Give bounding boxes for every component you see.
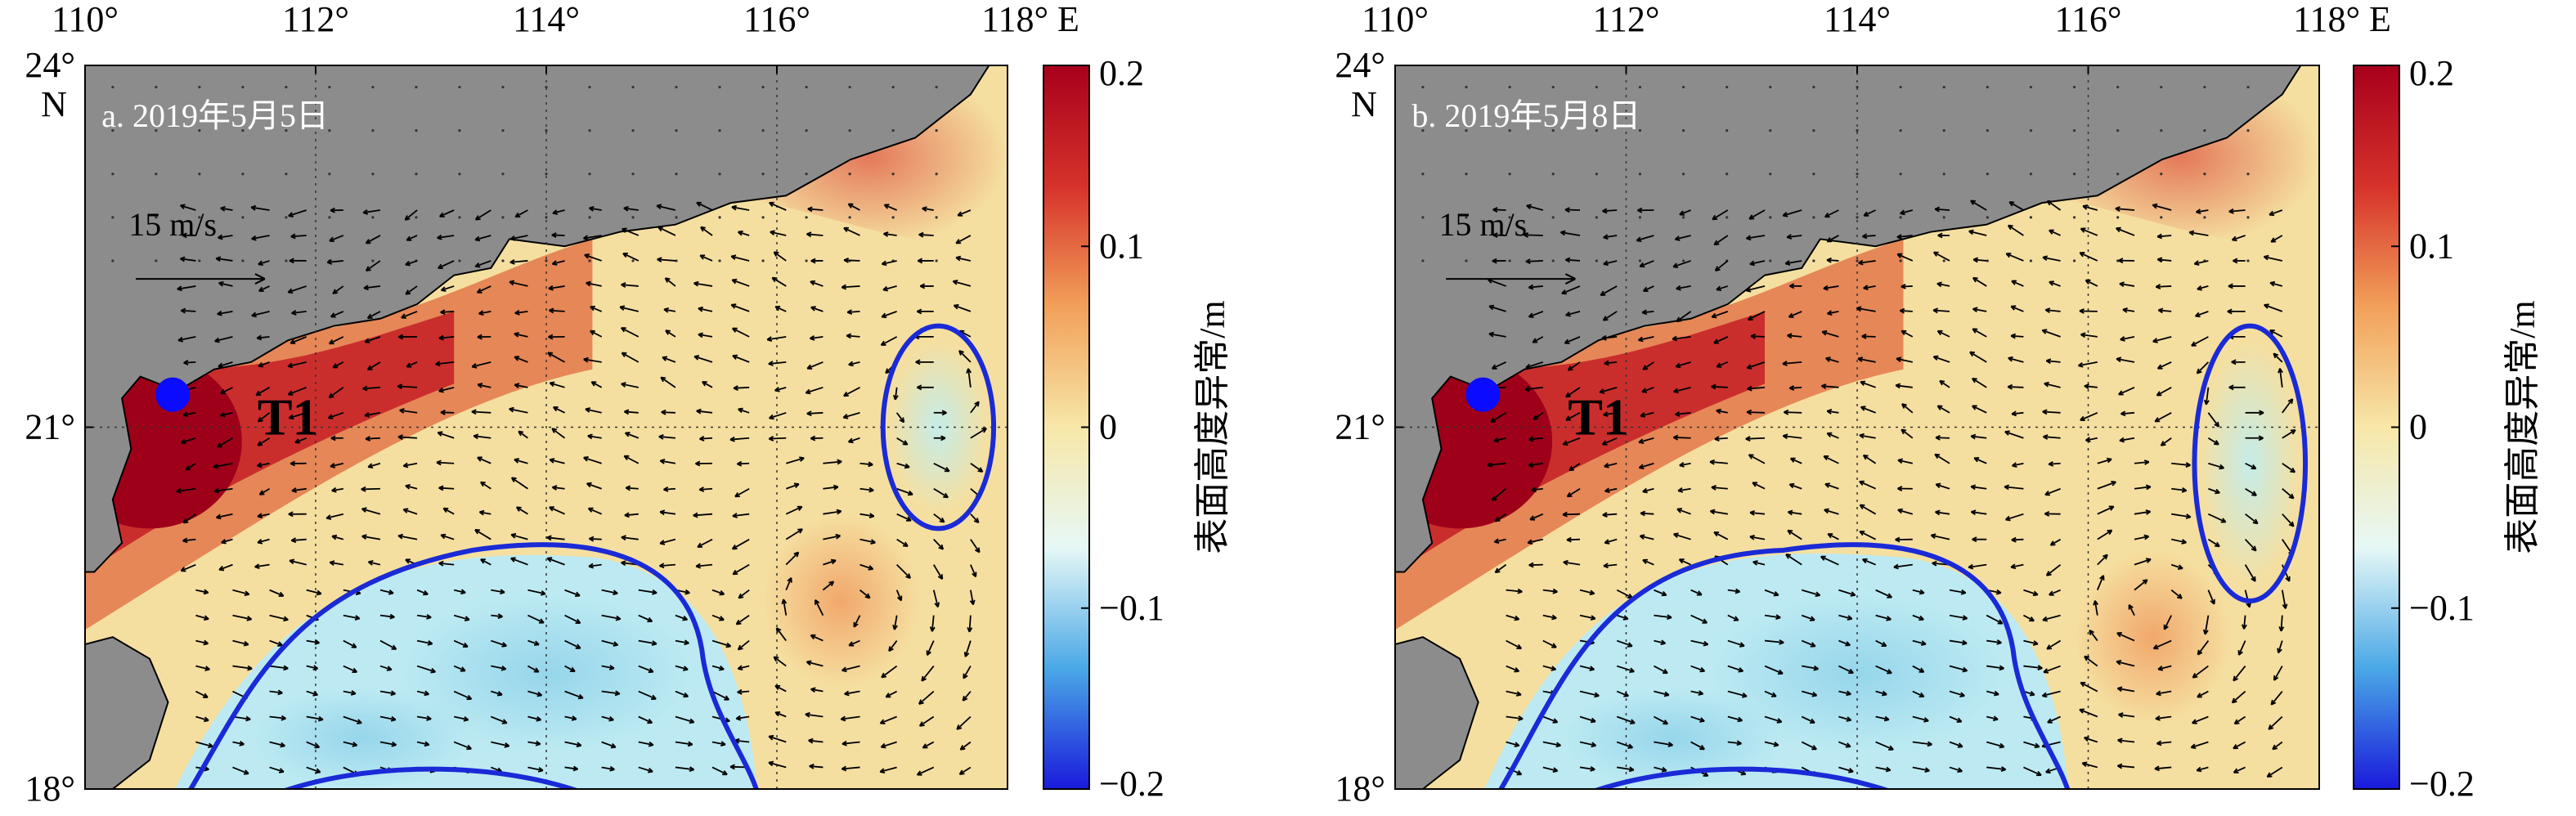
- lat-tick-label: 24°: [1335, 45, 1385, 85]
- lat-tick-label: 21°: [1335, 407, 1385, 447]
- lat-tick-label: 21°: [25, 407, 75, 447]
- station-t1-marker: [155, 378, 190, 412]
- scale-text: 15 m/s: [128, 206, 217, 243]
- lon-tick-label: 118° E: [981, 0, 1079, 39]
- colorbar-tick-label: 0.1: [2409, 226, 2454, 266]
- lon-tick-label: 118° E: [2293, 0, 2391, 39]
- lon-tick-label: 114°: [513, 0, 580, 39]
- panel-label: b. 2019年5月8日: [1411, 97, 1640, 134]
- lon-tick-label: 110°: [1362, 0, 1429, 39]
- colorbar-tick-label: −0.1: [1099, 588, 1165, 628]
- lon-tick-label: 116°: [743, 0, 810, 39]
- colorbar-tick-label: −0.2: [2409, 764, 2475, 804]
- colorbar-tick-label: 0: [2409, 407, 2427, 447]
- lon-tick-label: 116°: [2055, 0, 2122, 39]
- anticyclonic-eddy: [763, 514, 920, 688]
- map-panel-a: [57, 65, 1089, 804]
- lon-tick-label: 112°: [282, 0, 349, 39]
- scale-text: 15 m/s: [1438, 206, 1527, 243]
- colorbar-tick-label: 0.1: [1099, 226, 1144, 266]
- station-t1-marker: [1465, 378, 1500, 412]
- station-t1-label: T1: [1568, 388, 1629, 446]
- colorbar-tick-label: −0.1: [2409, 588, 2475, 628]
- colorbar-tick-label: 0: [1099, 407, 1117, 447]
- lon-tick-label: 110°: [52, 0, 119, 39]
- cyclonic-eddy: [2199, 340, 2300, 586]
- lat-tick-label: 18°: [1335, 769, 1385, 809]
- colorbar-tick-label: 0.2: [2409, 53, 2454, 93]
- lat-tick-label: 18°: [25, 769, 75, 809]
- lat-unit-label: N: [41, 84, 67, 124]
- colorbar-tick-label: −0.2: [1099, 764, 1165, 804]
- colorbar-title: 表面高度异常/m: [2502, 300, 2542, 554]
- colorbar-title: 表面高度异常/m: [1192, 300, 1232, 554]
- lat-unit-label: N: [1351, 84, 1377, 124]
- anticyclonic-eddy: [2075, 550, 2232, 724]
- lat-tick-label: 24°: [25, 45, 75, 85]
- panel-label: a. 2019年5月5日: [101, 97, 329, 134]
- map-panel-b: [1367, 65, 2399, 804]
- colorbar-tick-label: 0.2: [1099, 53, 1144, 93]
- lon-tick-label: 112°: [1593, 0, 1660, 39]
- station-t1-label: T1: [258, 388, 319, 446]
- lon-tick-label: 114°: [1824, 0, 1891, 39]
